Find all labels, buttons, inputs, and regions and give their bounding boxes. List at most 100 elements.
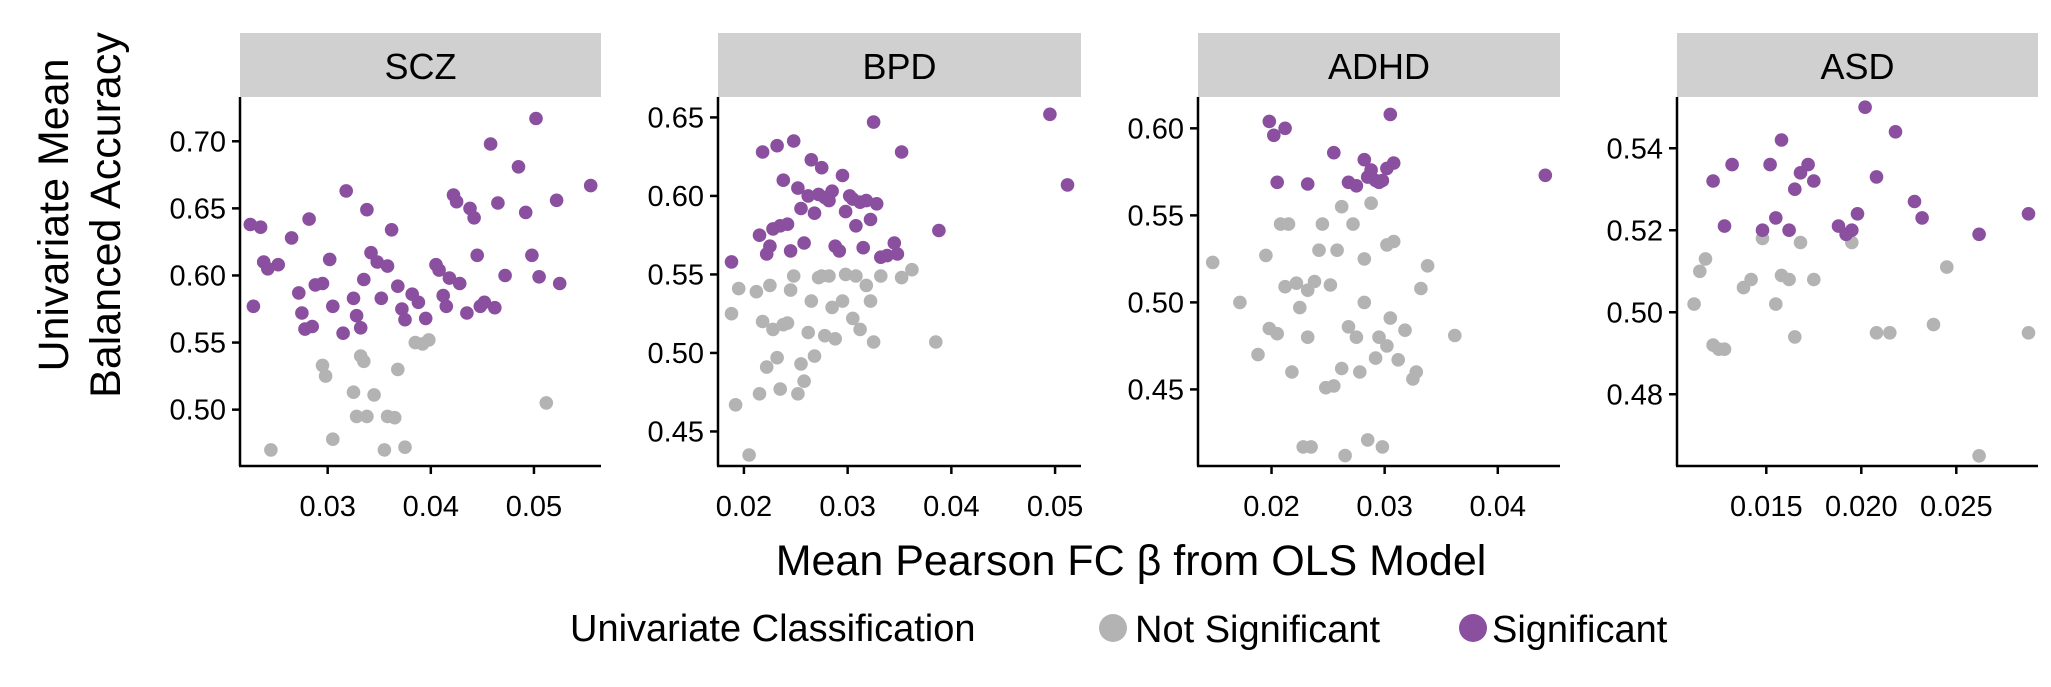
point-significant-scz <box>370 255 385 269</box>
y-tick-label-bpd: 0.45 <box>648 416 704 448</box>
y-tick-label-scz: 0.65 <box>170 193 226 225</box>
point-not-significant-asd <box>1972 449 1986 463</box>
point-significant-scz <box>357 272 371 287</box>
point-significant-bpd <box>890 247 905 261</box>
point-not-significant-bpd <box>874 269 888 283</box>
facet-title-scz: SCZ <box>385 46 457 87</box>
point-not-significant-bpd <box>780 316 795 330</box>
point-significant-scz <box>374 291 389 306</box>
point-not-significant-adhd <box>1307 274 1322 289</box>
point-not-significant-adhd <box>1327 379 1341 393</box>
point-not-significant-adhd <box>1323 278 1338 292</box>
point-not-significant-adhd <box>1334 361 1349 376</box>
facet-strip-asd <box>1677 33 2038 97</box>
point-not-significant-adhd <box>1360 433 1375 447</box>
point-not-significant-adhd <box>1289 276 1304 291</box>
point-significant-bpd <box>801 189 815 203</box>
point-not-significant-bpd <box>791 387 805 401</box>
point-significant-bpd <box>770 138 784 153</box>
point-not-significant-bpd <box>894 270 909 285</box>
point-significant-asd <box>1717 219 1732 233</box>
legend-label-significant: Significant <box>1492 609 1668 651</box>
y-tick-label-scz: 0.60 <box>170 260 226 292</box>
point-significant-scz <box>491 196 505 210</box>
point-significant-scz <box>452 276 467 291</box>
x-tick-label-bpd: 0.05 <box>1027 491 1083 523</box>
point-significant-scz <box>449 194 464 209</box>
point-not-significant-bpd <box>807 349 822 363</box>
y-tick-label-bpd: 0.60 <box>648 181 704 213</box>
point-significant-asd <box>1915 211 1929 225</box>
point-not-significant-adhd <box>1380 339 1394 353</box>
point-significant-bpd <box>780 217 795 231</box>
point-significant-asd <box>1769 211 1783 225</box>
point-significant-adhd <box>1383 107 1398 122</box>
point-not-significant-adhd <box>1353 365 1367 379</box>
point-not-significant-adhd <box>1420 259 1435 273</box>
point-not-significant-adhd <box>1278 279 1292 294</box>
point-significant-scz <box>511 160 526 174</box>
point-significant-bpd <box>859 193 874 208</box>
point-significant-scz <box>411 295 426 310</box>
point-significant-scz <box>498 268 512 283</box>
point-not-significant-bpd <box>818 328 832 343</box>
point-not-significant-bpd <box>859 278 874 293</box>
point-significant-asd <box>1972 227 1986 242</box>
point-not-significant-adhd <box>1368 351 1383 365</box>
point-not-significant-scz <box>398 440 412 455</box>
point-significant-scz <box>339 184 354 198</box>
point-significant-scz <box>436 288 451 303</box>
point-not-significant-adhd <box>1304 440 1318 454</box>
point-significant-bpd <box>804 153 819 167</box>
y-tick-label-scz: 0.55 <box>170 328 226 360</box>
point-not-significant-adhd <box>1372 330 1386 345</box>
point-significant-bpd <box>783 244 798 258</box>
point-not-significant-bpd <box>766 322 780 337</box>
point-not-significant-bpd <box>728 398 743 412</box>
point-not-significant-adhd <box>1259 248 1273 263</box>
point-significant-scz <box>380 259 395 273</box>
point-significant-scz <box>583 178 598 193</box>
x-tick-label-asd: 0.015 <box>1730 491 1803 523</box>
panel-scz: SCZ 0.50 0.55 0.60 0.65 0.70 0.03 0.04 0.05 <box>170 33 601 523</box>
point-not-significant-scz <box>539 396 554 410</box>
point-significant-bpd <box>724 255 739 269</box>
point-not-significant-scz <box>318 369 333 383</box>
y-tick-label-asd: 0.54 <box>1607 133 1663 165</box>
point-significant-bpd <box>869 197 884 211</box>
point-not-significant-bpd <box>786 269 801 283</box>
point-significant-scz <box>549 193 564 208</box>
point-significant-adhd <box>1538 168 1553 183</box>
point-not-significant-bpd <box>825 300 839 315</box>
point-significant-scz <box>253 220 268 234</box>
point-significant-scz <box>477 295 492 310</box>
point-not-significant-bpd <box>838 267 853 282</box>
legend: Univariate Classification Not Significan… <box>570 608 1668 651</box>
point-not-significant-asd <box>1769 297 1783 311</box>
point-not-significant-bpd <box>828 332 842 346</box>
point-not-significant-asd <box>1883 326 1897 340</box>
legend-key-significant <box>1459 614 1487 642</box>
point-significant-bpd <box>794 201 808 216</box>
point-significant-bpd <box>849 219 863 233</box>
y-tick-label-asd: 0.48 <box>1607 379 1663 411</box>
facet-strip-bpd <box>718 33 1081 97</box>
point-not-significant-bpd <box>929 335 943 349</box>
legend-title: Univariate Classification <box>570 608 976 650</box>
point-significant-adhd <box>1262 114 1277 129</box>
point-significant-scz <box>336 326 350 341</box>
point-significant-scz <box>532 270 546 284</box>
point-not-significant-asd <box>1698 252 1713 266</box>
point-not-significant-adhd <box>1448 328 1462 343</box>
point-significant-bpd <box>856 240 870 255</box>
point-significant-asd <box>1801 157 1815 172</box>
point-significant-bpd <box>863 212 878 227</box>
point-significant-scz <box>529 111 543 126</box>
point-significant-scz <box>391 279 405 294</box>
point-not-significant-adhd <box>1233 295 1247 310</box>
point-significant-scz <box>284 231 299 245</box>
point-not-significant-adhd <box>1251 347 1265 362</box>
point-not-significant-bpd <box>853 322 867 337</box>
point-not-significant-bpd <box>755 314 770 329</box>
